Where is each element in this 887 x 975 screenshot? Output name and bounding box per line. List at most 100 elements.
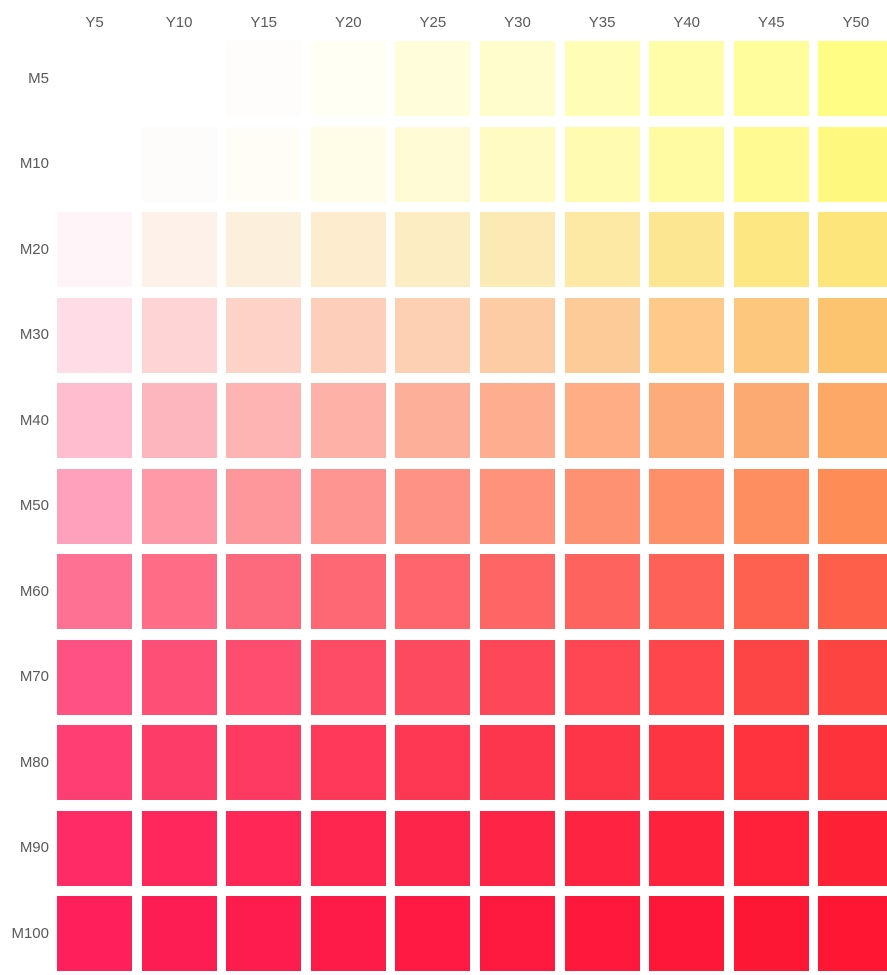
swatch-m100-y20 (310, 896, 386, 971)
swatch-m10-y20 (310, 126, 386, 202)
swatch-m80-y45 (733, 725, 809, 800)
swatch-m5-y30 (480, 41, 555, 116)
swatch-m30-y15 (226, 297, 302, 373)
swatch-m20-y30 (480, 212, 555, 287)
swatch-m40-y25 (395, 383, 471, 458)
swatch-m70-y25 (395, 639, 471, 715)
row-label-m70: M70 (19, 668, 49, 685)
swatch-m10-y40 (649, 126, 725, 202)
swatch-m100-y40 (649, 896, 725, 971)
swatch-m5-y10 (141, 41, 217, 116)
swatch-m10-y50 (818, 126, 887, 202)
swatch-m80-y40 (649, 725, 725, 800)
swatch-m40-y10 (141, 383, 217, 458)
swatch-m60-y5 (57, 554, 132, 629)
swatch-m10-y5 (57, 126, 132, 202)
swatch-m90-y15 (226, 810, 302, 886)
swatch-m30-y40 (649, 297, 725, 373)
swatch-m80-y20 (310, 725, 386, 800)
swatch-m30-y50 (818, 297, 887, 373)
swatch-m40-y15 (226, 383, 302, 458)
swatch-m20-y20 (310, 212, 386, 287)
swatch-m60-y25 (395, 554, 471, 629)
swatch-m80-y5 (57, 725, 132, 800)
swatch-m60-y40 (649, 554, 725, 629)
swatch-m70-y30 (480, 639, 555, 715)
swatch-m10-y45 (733, 126, 809, 202)
swatch-m80-y15 (226, 725, 302, 800)
swatch-m10-y25 (395, 126, 471, 202)
swatch-m5-y35 (564, 41, 640, 116)
swatch-m100-y35 (564, 896, 640, 971)
swatch-m80-y35 (564, 725, 640, 800)
swatch-m90-y5 (57, 810, 132, 886)
swatch-m60-y35 (564, 554, 640, 629)
swatch-m100-y5 (57, 896, 132, 971)
swatch-m30-y20 (310, 297, 386, 373)
swatch-m60-y15 (226, 554, 302, 629)
swatch-m50-y50 (818, 468, 887, 544)
row-label-m30: M30 (19, 326, 49, 343)
column-label-y50: Y50 (842, 14, 870, 31)
swatch-m50-y40 (649, 468, 725, 544)
swatch-m10-y15 (226, 126, 302, 202)
swatch-m60-y10 (141, 554, 217, 629)
swatch-m50-y45 (733, 468, 809, 544)
swatch-m70-y45 (733, 639, 809, 715)
swatch-m90-y10 (141, 810, 217, 886)
swatch-m20-y5 (57, 212, 132, 287)
swatch-m100-y30 (480, 896, 555, 971)
swatch-m20-y10 (141, 212, 217, 287)
column-label-y35: Y35 (588, 14, 616, 31)
swatch-m100-y10 (141, 896, 217, 971)
swatch-m5-y25 (395, 41, 471, 116)
swatch-m40-y30 (480, 383, 555, 458)
column-label-y10: Y10 (165, 14, 193, 31)
column-label-y5: Y5 (85, 14, 104, 31)
column-label-y25: Y25 (419, 14, 447, 31)
swatch-m20-y40 (649, 212, 725, 287)
swatch-m50-y30 (480, 468, 555, 544)
swatch-m90-y50 (818, 810, 887, 886)
swatch-m100-y50 (818, 896, 887, 971)
swatch-m5-y45 (733, 41, 809, 116)
row-label-m50: M50 (19, 497, 49, 514)
swatch-m90-y20 (310, 810, 386, 886)
swatch-m50-y15 (226, 468, 302, 544)
swatch-m40-y35 (564, 383, 640, 458)
swatch-m80-y10 (141, 725, 217, 800)
swatch-m90-y25 (395, 810, 471, 886)
swatch-m70-y15 (226, 639, 302, 715)
swatch-m40-y40 (649, 383, 725, 458)
column-label-y45: Y45 (757, 14, 785, 31)
swatch-m30-y30 (480, 297, 555, 373)
swatch-m20-y45 (733, 212, 809, 287)
swatch-m50-y25 (395, 468, 471, 544)
swatch-m70-y50 (818, 639, 887, 715)
swatch-m5-y20 (310, 41, 386, 116)
swatch-m60-y45 (733, 554, 809, 629)
swatch-m30-y5 (57, 297, 132, 373)
column-label-y40: Y40 (673, 14, 701, 31)
swatch-m50-y5 (57, 468, 132, 544)
column-label-y15: Y15 (250, 14, 278, 31)
swatch-m30-y45 (733, 297, 809, 373)
swatch-m80-y50 (818, 725, 887, 800)
swatch-m10-y10 (141, 126, 217, 202)
swatch-m10-y30 (480, 126, 555, 202)
swatch-m30-y35 (564, 297, 640, 373)
swatch-m90-y30 (480, 810, 555, 886)
row-label-m80: M80 (19, 753, 49, 771)
row-label-m60: M60 (19, 582, 49, 600)
row-label-m5: M5 (28, 69, 49, 87)
swatch-m50-y10 (141, 468, 217, 544)
swatch-m5-y50 (818, 41, 887, 116)
swatch-m100-y25 (395, 896, 471, 971)
swatch-m100-y15 (226, 896, 302, 971)
swatch-m80-y25 (395, 725, 471, 800)
swatch-m70-y5 (57, 639, 132, 715)
swatch-m70-y10 (141, 639, 217, 715)
swatch-m70-y35 (564, 639, 640, 715)
swatch-m5-y5 (57, 41, 132, 116)
swatch-m60-y30 (480, 554, 555, 629)
